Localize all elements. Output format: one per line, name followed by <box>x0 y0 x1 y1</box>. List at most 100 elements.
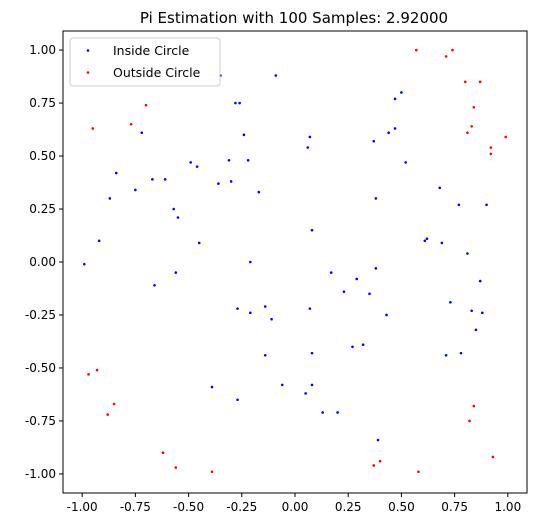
y-tick-label: 0.75 <box>29 96 56 110</box>
inside-circle-point <box>82 262 86 266</box>
outside-circle-point <box>95 368 99 372</box>
inside-circle-point <box>97 239 101 243</box>
inside-circle-point <box>263 305 267 308</box>
inside-circle-point <box>257 190 261 194</box>
inside-circle-point <box>459 351 463 355</box>
inside-circle-point <box>229 180 233 183</box>
inside-circle-point <box>153 284 156 287</box>
outside-circle-point <box>463 80 467 84</box>
legend-box <box>69 37 221 87</box>
inside-circle-point <box>438 186 442 190</box>
outside-circle-point <box>112 402 116 406</box>
inside-circle-point <box>361 343 365 346</box>
y-tick-label: 0.00 <box>29 255 56 269</box>
outside-circle-point <box>489 152 493 156</box>
inside-circle-point <box>425 237 429 240</box>
inside-circle-point <box>189 161 193 164</box>
outside-circle-point <box>87 373 90 376</box>
inside-circle-point <box>114 171 118 175</box>
inside-circle-point <box>306 146 310 149</box>
inside-circle-point <box>474 328 478 332</box>
x-tick-label: 0.75 <box>441 500 468 514</box>
outside-circle-point <box>472 105 476 109</box>
inside-circle-point <box>249 311 252 315</box>
outside-circle-point <box>504 135 508 139</box>
x-tick-label: 0.25 <box>335 500 362 514</box>
inside-circle-point <box>210 385 214 389</box>
inside-circle-point <box>108 197 112 200</box>
legend-label-outside-circle: Outside Circle <box>113 65 201 80</box>
outside-circle-point <box>106 413 109 416</box>
legend-marker-outside-circle <box>86 71 90 74</box>
y-tick-label: 1.00 <box>29 43 56 57</box>
inside-circle-point <box>236 398 239 402</box>
y-tick-label: -0.75 <box>25 414 56 428</box>
y-tick-label: 0.25 <box>29 202 56 216</box>
inside-circle-point <box>376 438 380 442</box>
inside-circle-point <box>238 101 241 105</box>
inside-circle-point <box>242 133 246 137</box>
inside-circle-point <box>466 252 469 255</box>
inside-circle-point <box>249 260 252 264</box>
inside-circle-point <box>374 267 378 270</box>
x-tick-label: 0.50 <box>388 500 415 514</box>
inside-circle-point <box>270 317 273 321</box>
x-tick-label: -0.50 <box>173 500 204 514</box>
inside-circle-point <box>308 135 312 139</box>
inside-circle-point <box>310 383 314 387</box>
inside-circle-point <box>393 127 397 130</box>
chart-title: Pi Estimation with 100 Samples: 2.92000 <box>140 9 448 27</box>
inside-circle-point <box>336 411 339 414</box>
inside-circle-point <box>374 197 378 200</box>
inside-circle-point <box>355 277 359 281</box>
outside-circle-point <box>478 80 482 84</box>
inside-circle-point <box>372 139 376 143</box>
outside-circle-point <box>466 131 469 135</box>
inside-circle-point <box>321 411 324 414</box>
y-tick-label: -1.00 <box>25 467 56 481</box>
outside-circle-point <box>417 470 420 474</box>
inside-circle-point <box>151 178 154 181</box>
x-tick-label: -0.75 <box>120 500 151 514</box>
outside-circle-point <box>415 48 418 52</box>
outside-circle-point <box>444 55 448 58</box>
series-inside-circle <box>82 74 488 442</box>
legend-label-inside-circle: Inside Circle <box>113 43 190 58</box>
legend: Inside Circle Outside Circle <box>69 37 221 87</box>
outside-circle-point <box>129 122 133 126</box>
inside-circle-point <box>470 309 473 313</box>
outside-circle-point <box>174 466 178 469</box>
inside-circle-point <box>449 300 452 304</box>
inside-circle-point <box>310 351 314 355</box>
inside-circle-point <box>308 307 312 310</box>
outside-circle-point <box>491 455 495 459</box>
series-outside-circle <box>87 48 508 474</box>
outside-circle-point <box>378 459 382 463</box>
x-tick-label: 0.00 <box>282 500 309 514</box>
outside-circle-point <box>144 103 148 107</box>
outside-circle-point <box>451 48 454 52</box>
x-tick-label: -0.25 <box>226 500 257 514</box>
y-tick-label: -0.25 <box>25 308 56 322</box>
inside-circle-point <box>274 74 278 77</box>
x-tick-label: 1.00 <box>494 500 521 514</box>
legend-marker-inside-circle <box>86 49 90 52</box>
inside-circle-point <box>351 345 354 349</box>
inside-circle-point <box>263 353 267 357</box>
outside-circle-point <box>468 419 471 423</box>
inside-circle-point <box>478 279 482 283</box>
y-axis: 1.00 0.75 0.50 0.25 0.00 -0.25 -0.50 -0.75 -1.00 <box>25 43 63 481</box>
inside-circle-point <box>342 290 346 293</box>
inside-circle-point <box>444 353 448 357</box>
inside-circle-point <box>329 271 333 274</box>
plot-frame <box>62 30 528 494</box>
inside-circle-point <box>481 311 484 315</box>
x-axis: -1.00 -0.75 -0.50 -0.25 0.00 0.25 0.50 0.75 1.00 <box>67 493 521 514</box>
outside-circle-point <box>161 451 165 455</box>
outside-circle-point <box>489 146 493 149</box>
outside-circle-point <box>372 464 376 467</box>
inside-circle-point <box>140 131 144 135</box>
inside-circle-point <box>163 178 167 181</box>
inside-circle-point <box>368 292 371 296</box>
